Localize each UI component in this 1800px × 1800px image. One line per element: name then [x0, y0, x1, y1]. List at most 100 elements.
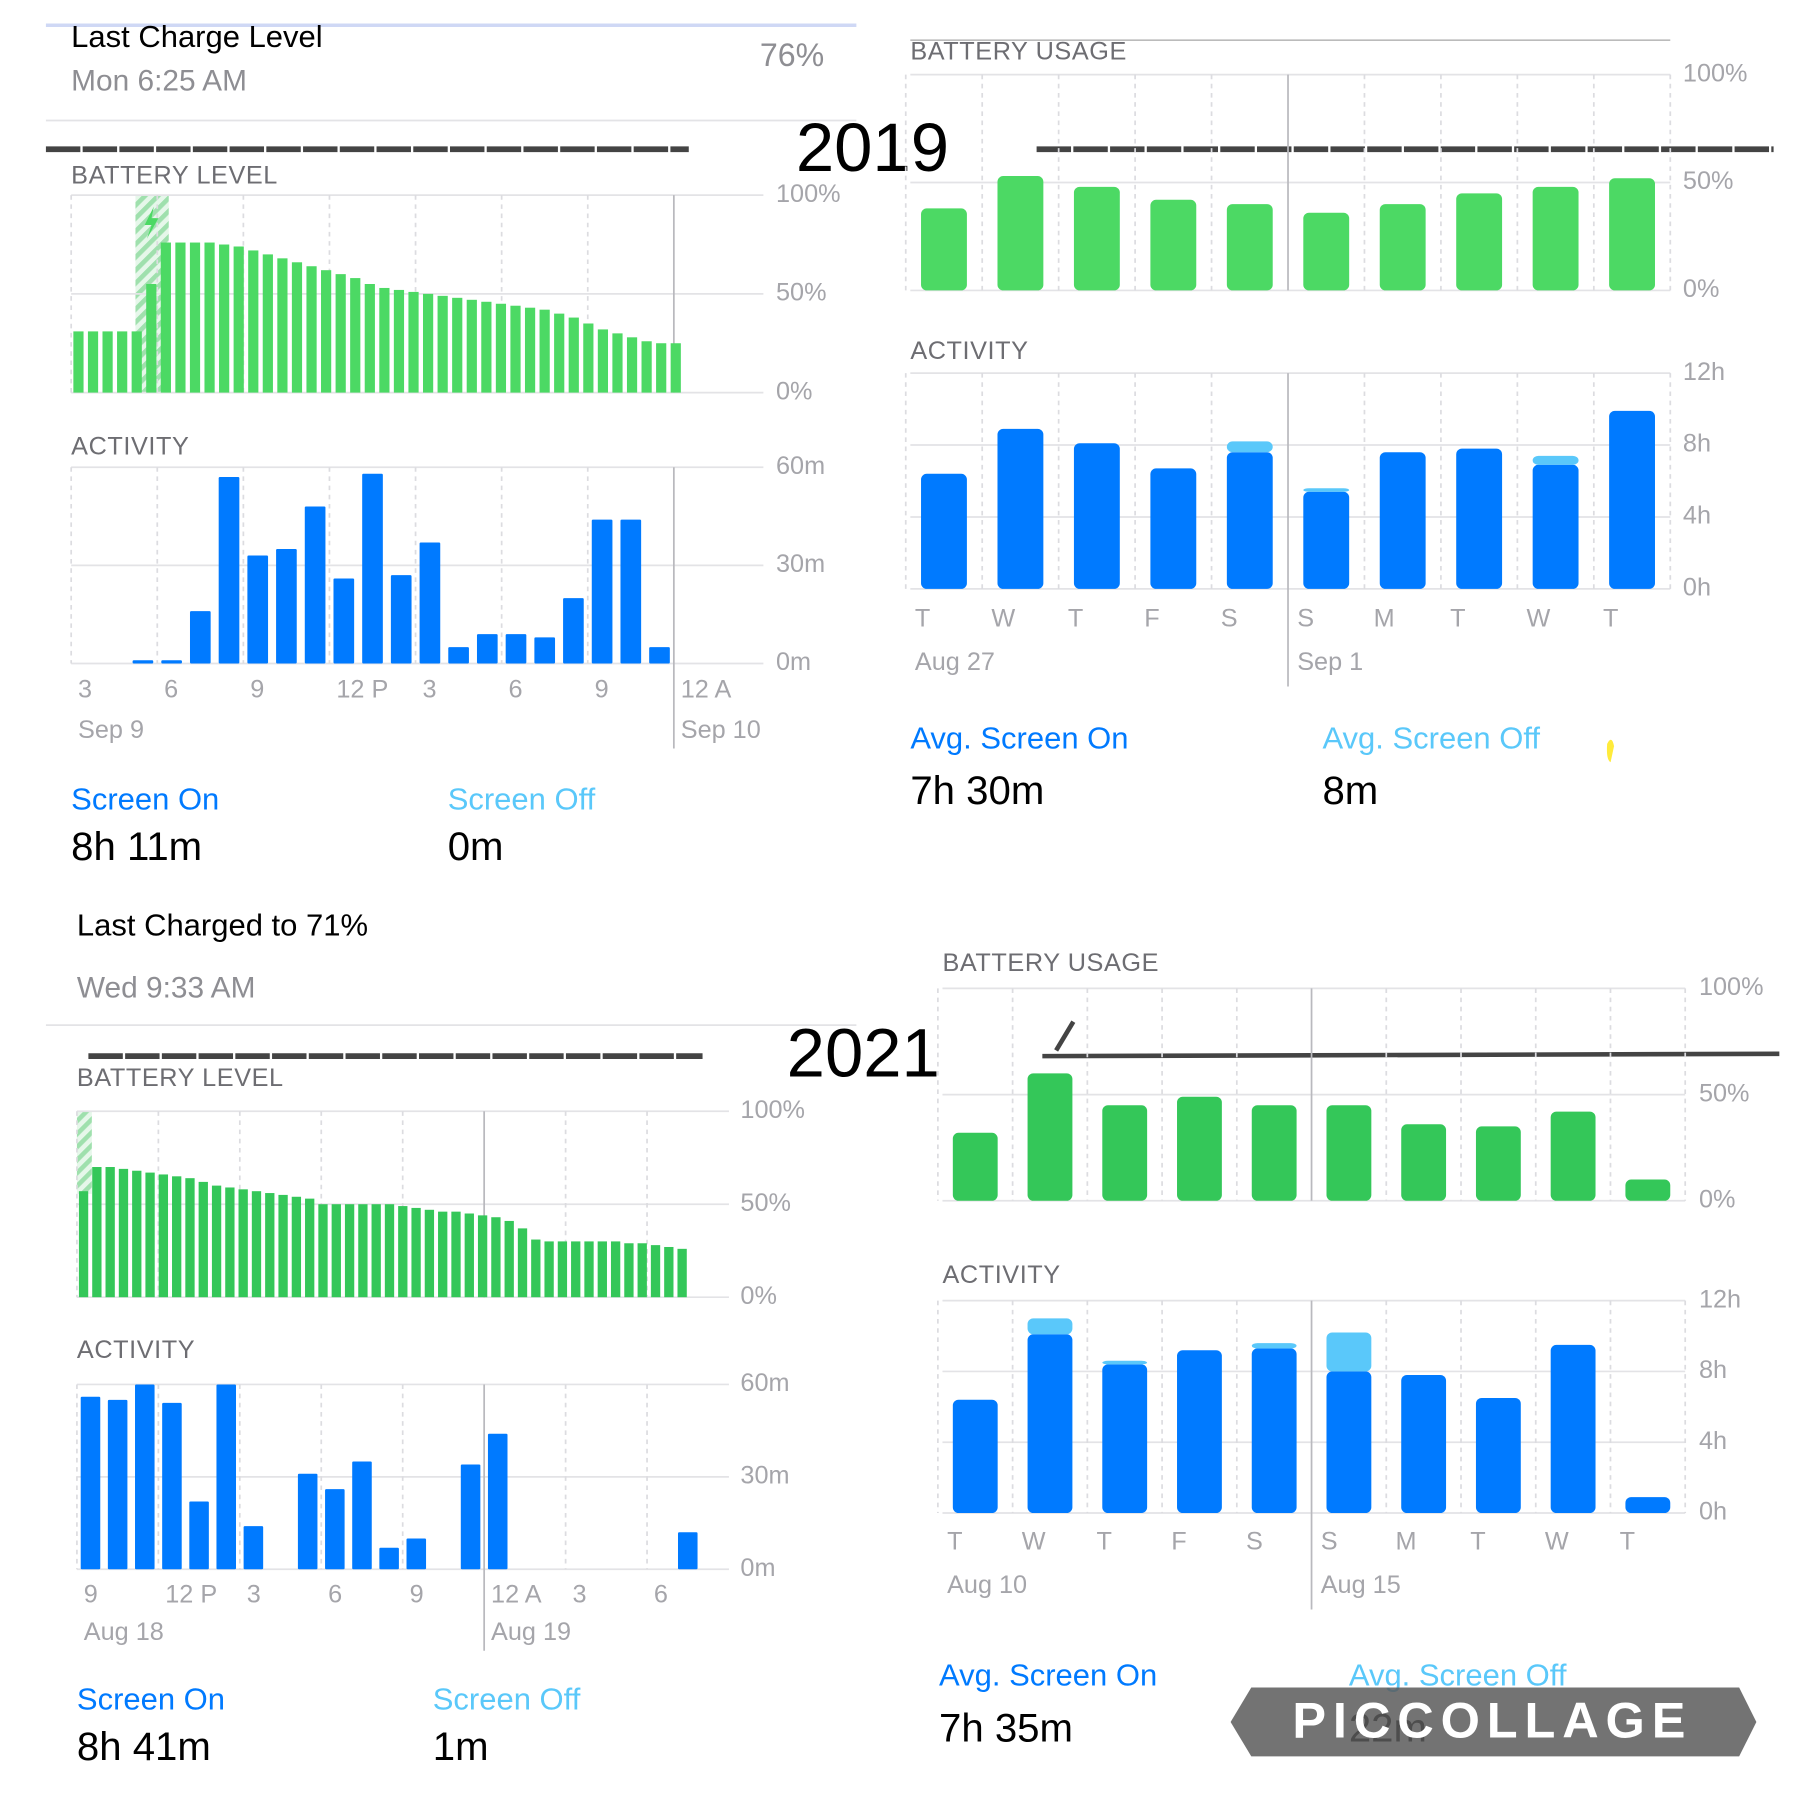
x-tick-label: T	[1097, 1528, 1112, 1556]
x-tick-label: 9	[250, 676, 264, 704]
battery-bar	[610, 1241, 621, 1298]
activity-bar	[1073, 443, 1120, 589]
battery-bar	[102, 331, 113, 393]
activity-bar	[460, 1464, 481, 1570]
y-tick-label: 12h	[1683, 358, 1725, 386]
watermark-badge	[1230, 1687, 1757, 1757]
battery-bar	[544, 1241, 554, 1298]
x-tick-label: 6	[164, 676, 178, 704]
x-tick-label: 3	[572, 1580, 586, 1608]
x-tick-label: W	[1545, 1528, 1569, 1556]
section-title: BATTERY USAGE	[942, 949, 1159, 977]
battery-bar	[531, 1239, 541, 1298]
battery-bar	[92, 1167, 102, 1298]
y-tick-label: 50%	[740, 1189, 791, 1217]
activity-bar	[243, 1526, 264, 1570]
battery-bar	[626, 337, 638, 393]
battery-bar	[335, 274, 346, 393]
legend-label: Screen On	[71, 781, 219, 816]
battery-usage-bar	[1456, 193, 1503, 291]
battery-bar	[238, 1189, 248, 1298]
x-tick-label: S	[1297, 605, 1314, 633]
activity-bar	[1550, 1344, 1596, 1514]
battery-bar	[145, 1172, 155, 1298]
battery-bar	[384, 1204, 395, 1298]
battery-bar	[584, 1241, 594, 1298]
x-tick-label: T	[1470, 1528, 1485, 1556]
battery-bar	[189, 242, 201, 393]
battery-bar	[571, 1241, 581, 1298]
battery-bar	[344, 1204, 355, 1298]
battery-bar	[583, 323, 594, 393]
section-title: ACTIVITY	[942, 1261, 1060, 1289]
x-tick-label: 6	[654, 1580, 668, 1608]
x-tick-label: S	[1221, 605, 1238, 633]
summary-value: 8m	[1322, 768, 1378, 813]
y-tick-label: 50%	[1683, 167, 1734, 195]
battery-bar	[305, 1198, 315, 1298]
battery-bar	[452, 297, 463, 393]
battery-usage-bar	[1226, 204, 1273, 291]
y-tick-label: 8h	[1683, 430, 1711, 458]
y-tick-label: 0%	[1699, 1185, 1736, 1213]
battery-bar	[117, 331, 128, 393]
battery-bar	[371, 1204, 381, 1298]
activity-bar	[80, 1396, 101, 1570]
battery-bar	[321, 270, 332, 393]
battery-usage-bar	[1550, 1111, 1596, 1201]
activity-bar	[1150, 468, 1197, 589]
activity-bar	[297, 1473, 318, 1570]
y-tick-label: 50%	[776, 279, 827, 307]
x-tick-label: M	[1395, 1528, 1416, 1556]
x-tick-label: T	[947, 1528, 962, 1556]
battery-bar	[597, 1241, 607, 1298]
battery-usage-bar	[921, 208, 967, 291]
x-tick-label: W	[991, 605, 1015, 633]
x-tick-label: F	[1144, 605, 1159, 633]
x-tick-label: S	[1246, 1528, 1263, 1556]
activity-bar	[419, 542, 441, 664]
battery-bar	[393, 289, 405, 393]
summary-value: 0m	[448, 824, 504, 869]
activity-bar	[1456, 448, 1503, 589]
activity-bar	[247, 555, 269, 664]
battery-bar	[172, 1176, 182, 1298]
battery-bar	[491, 1217, 501, 1298]
section-title: ACTIVITY	[910, 337, 1028, 365]
section-title: ACTIVITY	[71, 432, 189, 460]
legend-label: Avg. Screen Off	[1349, 1657, 1567, 1692]
activity-bar	[362, 473, 383, 664]
activity-bar	[379, 1547, 399, 1570]
section-title: BATTERY LEVEL	[77, 1064, 284, 1092]
activity-bar	[352, 1461, 372, 1570]
section-title: ACTIVITY	[77, 1336, 195, 1364]
activity-bar	[1251, 1348, 1297, 1514]
battery-usage-bar	[1177, 1096, 1222, 1201]
battery-usage-bar	[1150, 199, 1197, 291]
activity-bar	[1401, 1374, 1447, 1514]
battery-bar	[132, 1170, 142, 1298]
battery-bar	[318, 1204, 328, 1298]
activity-bar	[1102, 1360, 1148, 1365]
activity-bar	[487, 1433, 508, 1570]
battery-bar	[451, 1211, 461, 1298]
battery-bar	[278, 1194, 288, 1298]
activity-bar	[216, 1384, 237, 1570]
x-tick-label: T	[1620, 1528, 1635, 1556]
battery-usage-bar	[1625, 1179, 1671, 1201]
battery-usage-bar	[997, 176, 1044, 291]
charging-period	[76, 1111, 92, 1194]
battery-bar	[219, 244, 230, 393]
x-tick-label: 6	[328, 1580, 342, 1608]
battery-bar	[233, 246, 244, 393]
date-label: Aug 27	[915, 648, 995, 676]
battery-bar	[438, 1211, 448, 1298]
battery-bar	[175, 242, 186, 393]
battery-bar	[262, 254, 273, 393]
battery-bar	[87, 331, 99, 393]
y-tick-label: 12h	[1699, 1285, 1741, 1313]
y-tick-label: 100%	[740, 1096, 805, 1124]
activity-bar	[132, 660, 154, 664]
x-tick-label: T	[1603, 605, 1618, 633]
activity-bar	[997, 428, 1044, 589]
